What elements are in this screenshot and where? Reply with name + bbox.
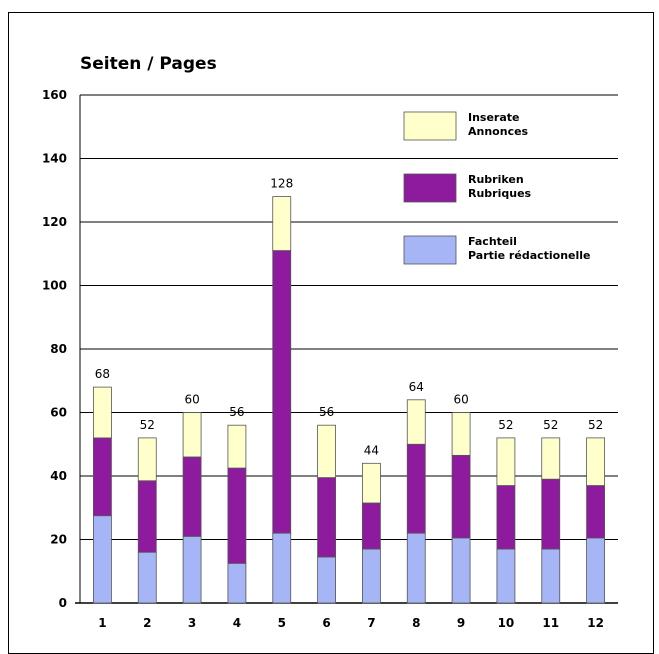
bar-segment: [451, 454, 471, 539]
total-label: 52: [498, 418, 513, 432]
x-tick-label: 8: [412, 616, 420, 630]
y-tick-label: 40: [50, 469, 67, 483]
total-label: 44: [364, 443, 379, 457]
total-label: 64: [409, 380, 424, 394]
bar-segment: [227, 562, 247, 604]
legend-swatch: [403, 111, 457, 141]
bar-segment: [93, 386, 112, 439]
y-tick-label: 140: [42, 152, 67, 166]
bar-segment: [182, 412, 202, 458]
bar-segment: [137, 437, 157, 482]
y-tick-label: 0: [59, 596, 67, 610]
x-tick-label: 4: [233, 616, 241, 630]
bar-segment: [362, 548, 381, 604]
bar-segment: [406, 532, 426, 604]
x-tick-label: 5: [278, 616, 286, 630]
bar-segment: [137, 480, 157, 553]
y-tick-label: 80: [50, 342, 67, 356]
y-tick-label: 120: [42, 215, 67, 229]
legend-label: Rubriken: [468, 173, 524, 186]
bar-segment: [93, 515, 112, 604]
x-tick-label: 7: [367, 616, 375, 630]
bar-segment: [182, 535, 202, 604]
bar-segment: [541, 437, 561, 480]
x-tick-label: 12: [587, 616, 604, 630]
legend-label: Inserate: [468, 111, 520, 124]
bar-segment: [317, 477, 336, 558]
y-tick-label: 60: [50, 406, 67, 420]
x-tick-label: 3: [188, 616, 196, 630]
legend-label: Rubriques: [468, 187, 532, 200]
x-tick-label: 9: [457, 616, 465, 630]
bar-segment: [541, 548, 561, 604]
bar-segment: [451, 412, 471, 456]
x-tick-label: 2: [143, 616, 151, 630]
x-tick-label: 6: [322, 616, 330, 630]
total-label: 52: [588, 418, 603, 432]
legend-swatch: [403, 173, 457, 203]
bar-segment: [496, 437, 516, 486]
bar-segment: [586, 485, 605, 539]
total-label: 60: [453, 393, 468, 407]
x-tick-label: 1: [98, 616, 106, 630]
bar-segment: [496, 485, 516, 550]
legend-swatch: [403, 235, 457, 265]
bar-segment: [586, 537, 605, 604]
bar-segment: [362, 462, 381, 504]
bar-segment: [227, 467, 247, 564]
y-tick-label: 20: [50, 533, 67, 547]
legend-label: Fachteil: [468, 235, 517, 248]
bar-segment: [317, 424, 336, 478]
chart-title: Seiten / Pages: [80, 54, 217, 74]
x-tick-label: 10: [498, 616, 515, 630]
bar-segment: [496, 548, 516, 604]
bar-segment: [586, 437, 605, 486]
y-tick-label: 160: [42, 88, 67, 102]
bar-segment: [362, 502, 381, 550]
bar-segment: [182, 456, 202, 537]
bar-segment: [137, 551, 157, 604]
bar-segment: [272, 196, 292, 251]
legend-label: Annonces: [468, 125, 529, 138]
bar-segment: [451, 537, 471, 604]
bar-segment: [406, 399, 426, 445]
bar-segment: [272, 250, 292, 534]
bar-segment: [227, 424, 247, 469]
total-label: 56: [229, 405, 244, 419]
total-label: 128: [270, 177, 293, 191]
legend-label: Partie rédactionelle: [468, 249, 591, 262]
total-label: 56: [319, 405, 334, 419]
total-label: 60: [184, 393, 199, 407]
total-label: 52: [543, 418, 558, 432]
bar-segment: [317, 556, 336, 604]
bar-segment: [406, 443, 426, 534]
bar-segment: [541, 478, 561, 550]
bar-segment: [272, 532, 292, 604]
y-tick-label: 100: [42, 279, 67, 293]
bar-segment: [93, 437, 112, 517]
x-tick-label: 11: [542, 616, 559, 630]
total-label: 52: [140, 418, 155, 432]
total-label: 68: [95, 367, 110, 381]
